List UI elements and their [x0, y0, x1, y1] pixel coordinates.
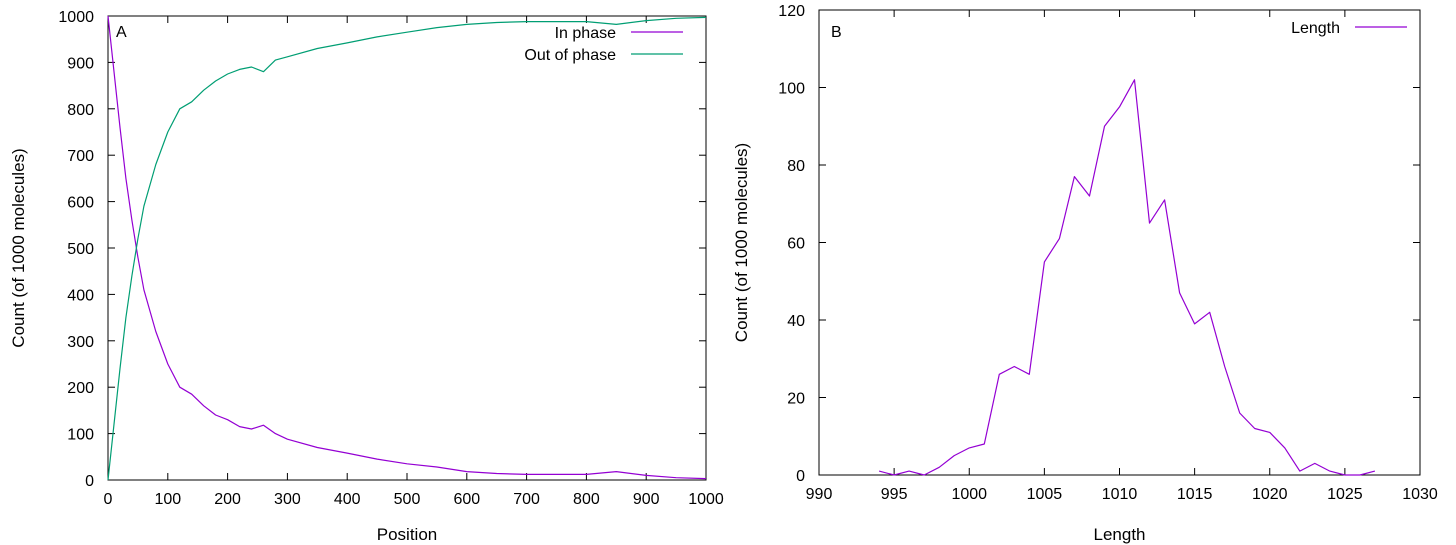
x-tick-label: 200: [214, 491, 241, 508]
x-tick-label: 995: [881, 486, 908, 503]
x-tick-label: 1015: [1177, 486, 1213, 503]
x-tick-label: 500: [394, 491, 421, 508]
y-tick-label: 400: [67, 287, 94, 304]
y-tick-label: 60: [787, 236, 805, 253]
x-axis-label: Length: [1094, 525, 1146, 544]
y-tick-label: 20: [787, 391, 805, 408]
x-tick-label: 700: [513, 491, 540, 508]
legend-label: Length: [1291, 20, 1340, 37]
y-tick-label: 800: [67, 102, 94, 119]
series-line-1: [107, 15, 707, 480]
y-tick-label: 0: [85, 473, 94, 490]
plot-frame: [818, 9, 1421, 476]
x-tick-label: 1030: [1402, 486, 1438, 503]
x-tick-label: 900: [633, 491, 660, 508]
y-axis-label: Count (of 1000 molecules): [9, 148, 28, 347]
x-tick-label: 300: [274, 491, 301, 508]
y-tick-label: 0: [796, 468, 805, 485]
legend-label: In phase: [555, 25, 616, 42]
x-tick-label: 1000: [688, 491, 724, 508]
x-tick-label: 1005: [1027, 486, 1063, 503]
y-tick-label: 100: [67, 427, 94, 444]
plot-frame: [107, 15, 707, 481]
panel-label: B: [831, 24, 842, 41]
y-tick-label: 500: [67, 241, 94, 258]
y-tick-label: 300: [67, 334, 94, 351]
y-tick-label: 40: [787, 313, 805, 330]
y-tick-label: 900: [67, 55, 94, 72]
x-tick-label: 800: [573, 491, 600, 508]
x-tick-label: 990: [806, 486, 833, 503]
y-tick-label: 100: [778, 81, 805, 98]
x-tick-label: 1010: [1102, 486, 1138, 503]
series-line-1: [878, 79, 1376, 476]
y-tick-label: 700: [67, 148, 94, 165]
x-tick-label: 400: [334, 491, 361, 508]
panel-a: 0 100 200 300 400 500 600 700 800 900 1000 0 100 200 3…: [9, 9, 724, 544]
y-tick-label: 600: [67, 195, 94, 212]
y-axis-label: Count (of 1000 molecules): [732, 143, 751, 342]
y-tick-label: 120: [778, 3, 805, 20]
x-tick-label: 1000: [951, 486, 987, 503]
x-tick-label: 0: [104, 491, 113, 508]
y-tick-label: 80: [787, 158, 805, 175]
x-axis-label: Position: [377, 525, 437, 544]
x-tick-label: 100: [154, 491, 181, 508]
x-tick-label: 600: [453, 491, 480, 508]
x-tick-label: 1020: [1252, 486, 1288, 503]
legend-label: Out of phase: [524, 47, 616, 64]
series-line-2: [107, 16, 707, 481]
y-tick-label: 200: [67, 380, 94, 397]
panel-b: 990 995 1000 1005 1010 1015 1020 1025 1030 0 20 40 6…: [732, 3, 1438, 544]
x-tick-label: 1025: [1327, 486, 1363, 503]
y-tick-label: 1000: [58, 9, 94, 26]
panel-label: A: [116, 24, 127, 41]
